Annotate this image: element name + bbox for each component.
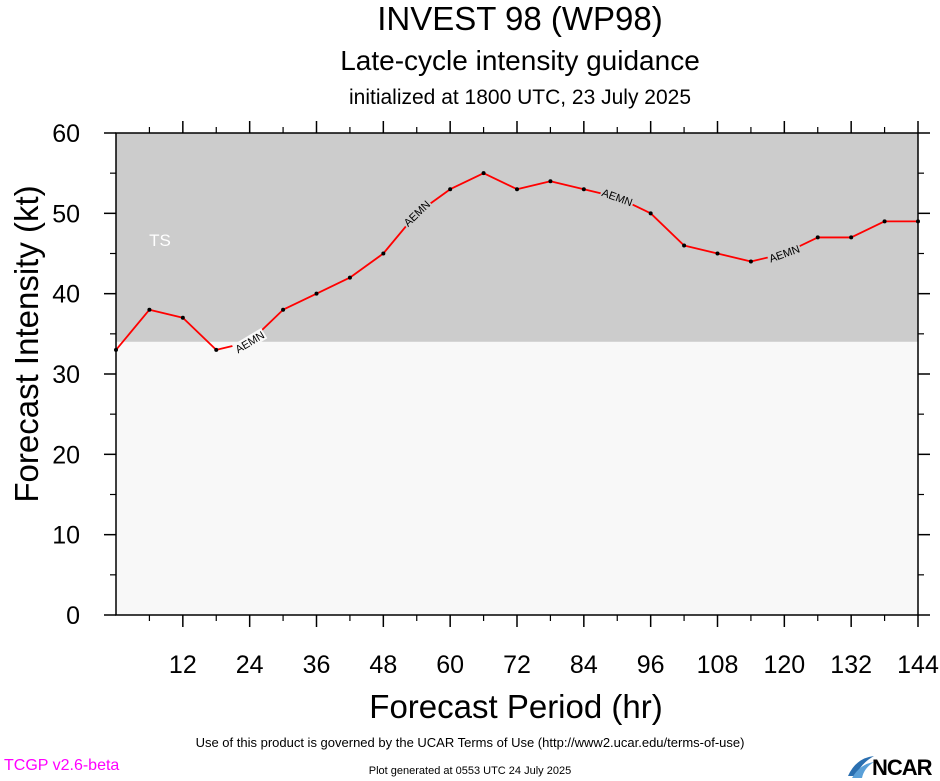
x-tick-label: 36: [303, 651, 331, 679]
x-tick-label: 120: [763, 651, 805, 679]
series-point: [882, 219, 887, 224]
series-line-segment: [717, 252, 752, 263]
y-tick-label: 30: [52, 361, 80, 389]
series-point: [548, 179, 553, 184]
series-point: [748, 259, 753, 264]
axis-ticks: [104, 121, 930, 627]
y-tick-label: 0: [66, 602, 80, 630]
series-line-segment: [683, 244, 718, 255]
x-tick-label: 96: [637, 651, 665, 679]
x-tick-label: 132: [830, 651, 872, 679]
chart-subtitle: Late-cycle intensity guidance: [340, 45, 700, 76]
y-axis-label: Forecast Intensity (kt): [8, 185, 45, 502]
version-label: TCGP v2.6-beta: [4, 757, 120, 774]
series-line-segment: [516, 180, 551, 191]
intensity-bands: [116, 133, 918, 615]
series-point: [281, 307, 286, 312]
series-line-segment: [115, 309, 151, 351]
series-line-segment: [182, 317, 217, 351]
series-point: [147, 307, 152, 312]
series-point: [381, 251, 386, 256]
y-tick-label: 10: [52, 522, 80, 550]
series-point: [815, 235, 820, 240]
series-label-bg: [400, 197, 434, 230]
y-tick-label: 40: [52, 281, 80, 309]
series-point: [180, 315, 185, 320]
terms-of-use-notice: Use of this product is governed by the U…: [195, 735, 745, 750]
x-tick-label: 108: [697, 651, 739, 679]
series-line-segment: [149, 308, 184, 319]
y-tick-labels: 0 10 20 30 40 50 60: [52, 120, 80, 630]
y-tick-label: 50: [52, 200, 80, 228]
series-line-segment: [483, 172, 518, 191]
x-tick-label: 48: [369, 651, 397, 679]
intensity-band-below-ts: [116, 341, 918, 615]
band-labels: TS: [149, 231, 171, 250]
series-line-segment: [349, 252, 384, 279]
series-point: [581, 187, 586, 192]
series-point: [682, 243, 687, 248]
series-point: [849, 235, 854, 240]
series-point: [314, 291, 319, 296]
x-tick-label: 84: [570, 651, 598, 679]
series-lines: [115, 172, 918, 351]
series-line-segment: [282, 292, 317, 311]
series-label-bg: [766, 242, 803, 265]
ncar-logo-text: NCAR: [872, 755, 933, 780]
series-point: [481, 171, 486, 176]
x-tick-label: 60: [436, 651, 464, 679]
series-line-segment: [850, 220, 885, 239]
series-point: [448, 187, 453, 192]
series-point: [515, 187, 519, 192]
series-point: [214, 347, 219, 352]
y-tick-label: 20: [52, 441, 80, 469]
series-points: [114, 171, 920, 352]
series-line-segment: [650, 212, 685, 247]
x-tick-labels: 12 24 36 48 60 72 84 96 108 120 132 144: [169, 651, 939, 679]
chart-title: INVEST 98 (WP98): [377, 0, 662, 37]
series-line-segment: [316, 276, 351, 295]
series-line-segment: [550, 180, 585, 191]
y-tick-label: 60: [52, 120, 80, 148]
series-line-segment: [449, 172, 484, 191]
series-label-bg: [232, 327, 268, 356]
band-label-ts: TS: [149, 231, 171, 250]
chart-init-time: initialized at 1800 UTC, 23 July 2025: [349, 86, 691, 109]
ncar-swoosh-icon: [848, 756, 874, 778]
intensity-band-ts: [116, 133, 918, 342]
x-tick-label: 72: [503, 651, 531, 679]
ncar-logo: NCAR: [846, 754, 940, 780]
series-point: [648, 211, 653, 216]
series-label-bg: [599, 185, 636, 209]
series-point: [715, 251, 720, 256]
x-axis-label: Forecast Period (hr): [369, 688, 662, 725]
x-tick-label: 12: [169, 651, 197, 679]
x-tick-label: 24: [236, 651, 264, 679]
x-tick-label: 144: [897, 651, 939, 679]
series-point: [347, 275, 352, 280]
plot-generated-time: Plot generated at 0553 UTC 24 July 2025: [368, 765, 572, 777]
